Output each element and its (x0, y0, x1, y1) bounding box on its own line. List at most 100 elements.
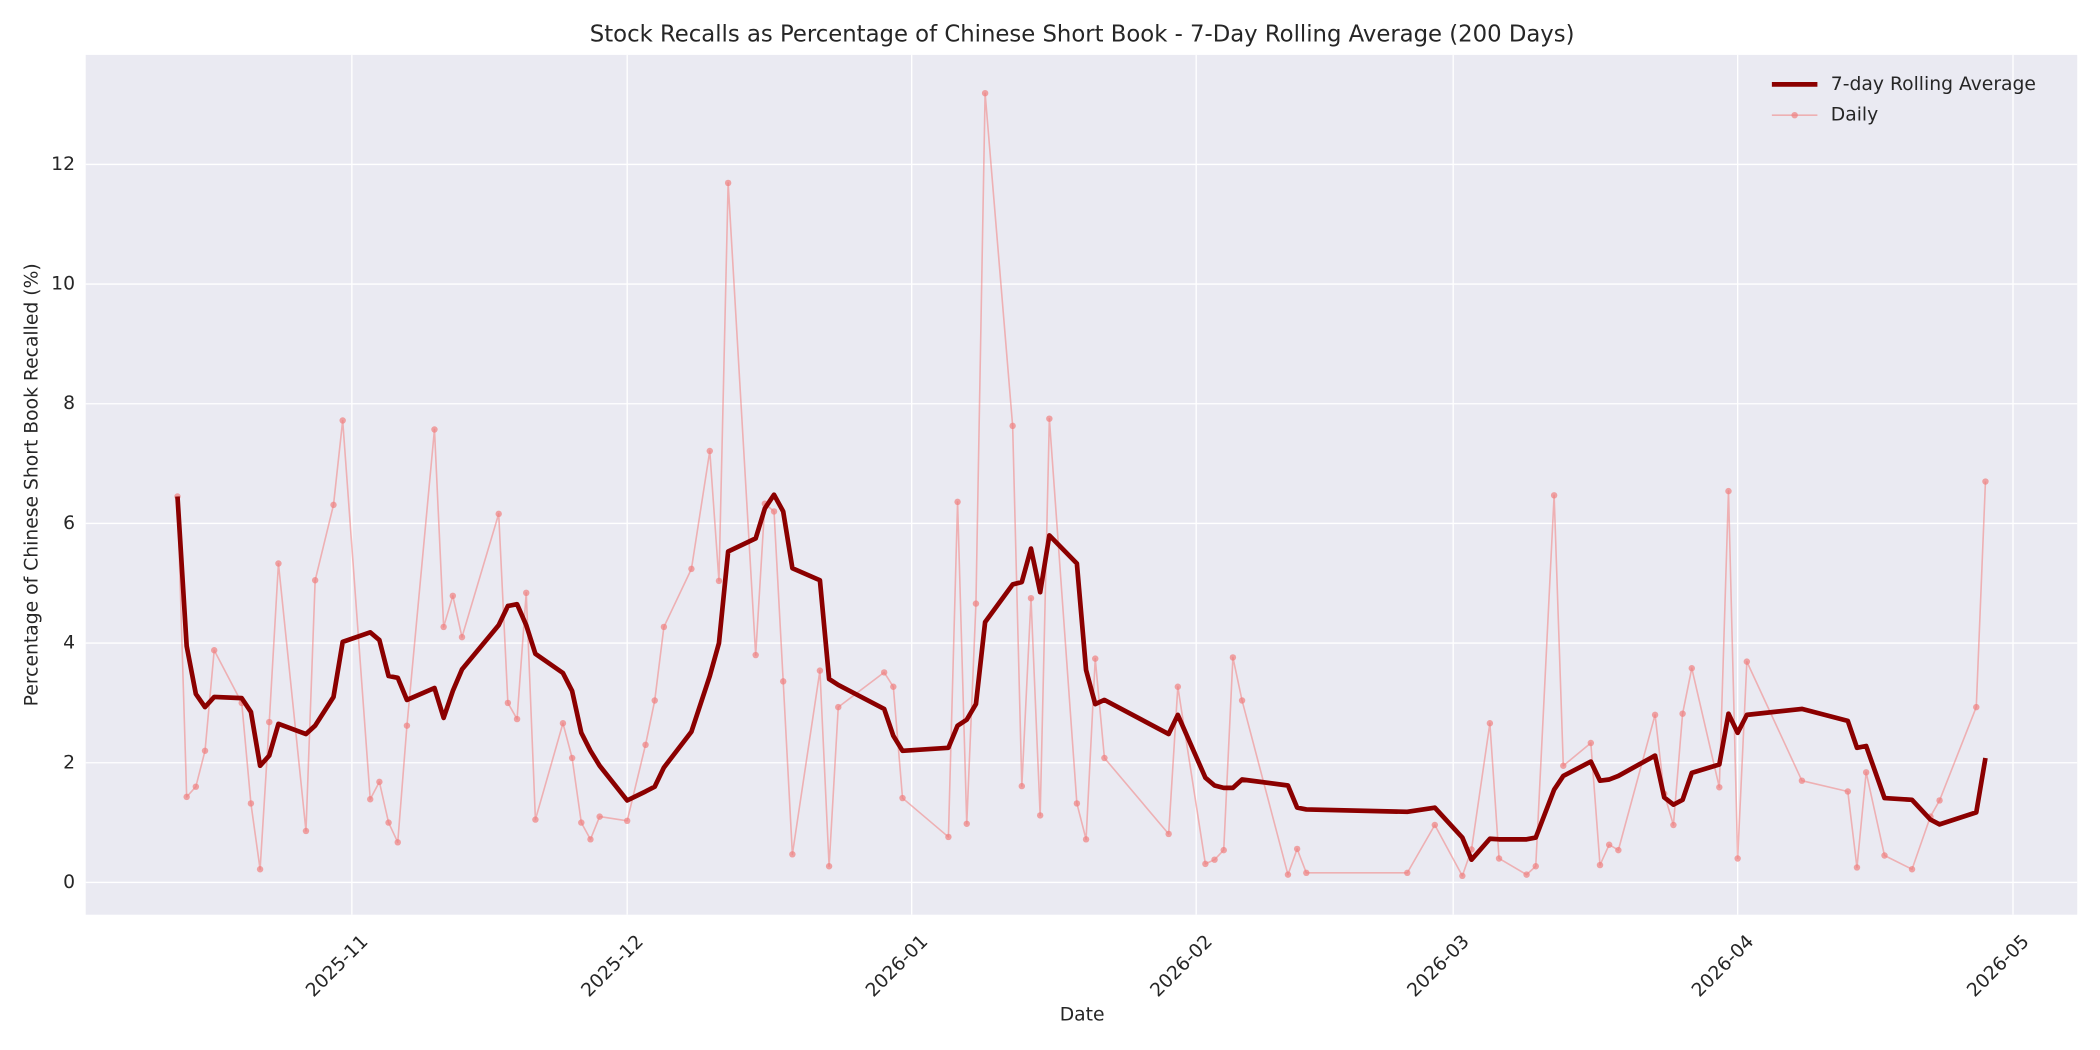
daily-point (367, 796, 374, 803)
daily-point (495, 510, 502, 518)
x-tick-label: 2026-05 (1963, 931, 2033, 1001)
daily-point (1725, 487, 1732, 495)
daily-point (568, 754, 576, 762)
daily-point (963, 820, 970, 827)
daily-point (523, 589, 530, 597)
daily-point (1587, 739, 1595, 747)
legend-label: Daily (1831, 105, 1878, 126)
daily-point (825, 863, 833, 870)
daily-point (954, 498, 961, 506)
daily-point (1009, 422, 1016, 430)
daily-point (770, 508, 778, 515)
daily-point (339, 417, 346, 424)
daily-point (440, 623, 447, 631)
daily-point (1220, 846, 1227, 854)
daily-point (651, 697, 658, 704)
daily-point (504, 699, 512, 707)
y-tick-label: 0 (63, 872, 75, 893)
daily-point (1459, 872, 1466, 880)
daily-point (1550, 492, 1558, 499)
daily-point (1495, 855, 1503, 862)
daily-point (1174, 683, 1182, 690)
daily-point (385, 819, 392, 826)
daily-point (1716, 784, 1723, 791)
daily-point (1844, 788, 1852, 795)
daily-point (660, 623, 668, 631)
y-tick-label: 4 (63, 633, 75, 654)
daily-point (1908, 866, 1916, 873)
y-tick-label: 10 (51, 274, 75, 295)
daily-point (816, 667, 824, 674)
daily-point (1092, 655, 1099, 662)
daily-point (596, 813, 603, 820)
daily-point (532, 816, 539, 823)
x-tick-label: 2026-01 (862, 931, 932, 1001)
daily-point (587, 836, 594, 843)
daily-point (1073, 800, 1081, 807)
daily-point (201, 747, 209, 754)
daily-point (1082, 836, 1090, 843)
plot-area (85, 54, 2078, 915)
daily-point (1532, 863, 1539, 870)
daily-point (1431, 821, 1439, 829)
daily-point (431, 426, 438, 433)
daily-point (1605, 841, 1613, 848)
daily-point (302, 827, 310, 835)
daily-point (275, 560, 282, 567)
daily-point (1293, 845, 1301, 853)
daily-point (1202, 860, 1209, 868)
daily-point (1165, 830, 1172, 838)
daily-point (266, 718, 273, 726)
daily-point (972, 600, 980, 607)
daily-point (458, 633, 466, 641)
daily-point (1238, 697, 1246, 704)
daily-point (899, 794, 906, 802)
y-tick-label: 8 (63, 393, 75, 414)
daily-point (1651, 711, 1659, 719)
daily-point (945, 833, 952, 841)
daily-point (183, 793, 190, 801)
y-tick-label: 6 (63, 513, 75, 534)
daily-point (1615, 846, 1622, 854)
y-axis-label: Percentage of Chinese Short Book Recalle… (22, 263, 43, 706)
daily-point (1936, 797, 1943, 804)
daily-point (688, 565, 695, 573)
daily-point (880, 669, 888, 676)
x-tick-label: 2025-12 (578, 931, 648, 1001)
daily-point (1973, 703, 1980, 711)
legend-label: 7-day Rolling Average (1831, 74, 2036, 95)
daily-point (1688, 664, 1695, 672)
daily-point (1862, 769, 1870, 776)
daily-point (623, 817, 631, 825)
daily-point (890, 683, 897, 690)
daily-point (256, 866, 264, 873)
daily-point (311, 577, 319, 584)
daily-point (1404, 869, 1411, 877)
daily-point (1743, 658, 1751, 665)
daily-point (1046, 415, 1053, 422)
daily-point (559, 720, 567, 727)
daily-point (578, 819, 585, 826)
daily-point (835, 703, 842, 711)
marks (174, 89, 1989, 880)
daily-point (376, 778, 383, 786)
daily-point (1670, 821, 1677, 829)
daily-point (715, 577, 723, 585)
daily-point (1679, 710, 1686, 717)
rolling-line (175, 492, 1988, 863)
daily-point (752, 651, 759, 659)
daily-point (192, 783, 200, 790)
y-tick-label: 12 (51, 154, 75, 175)
daily-point (394, 839, 401, 846)
daily-point (1881, 852, 1888, 859)
daily-point (1018, 782, 1026, 790)
x-tick-label: 2026-03 (1404, 931, 1474, 1001)
daily-point (1284, 871, 1292, 878)
x-tick-label: 2025-11 (302, 931, 372, 1001)
chart-title: Stock Recalls as Percentage of Chinese S… (590, 21, 1575, 47)
daily-point (1486, 720, 1494, 727)
daily-point (210, 647, 218, 654)
daily-point (330, 501, 337, 509)
daily-point (1982, 478, 1989, 485)
